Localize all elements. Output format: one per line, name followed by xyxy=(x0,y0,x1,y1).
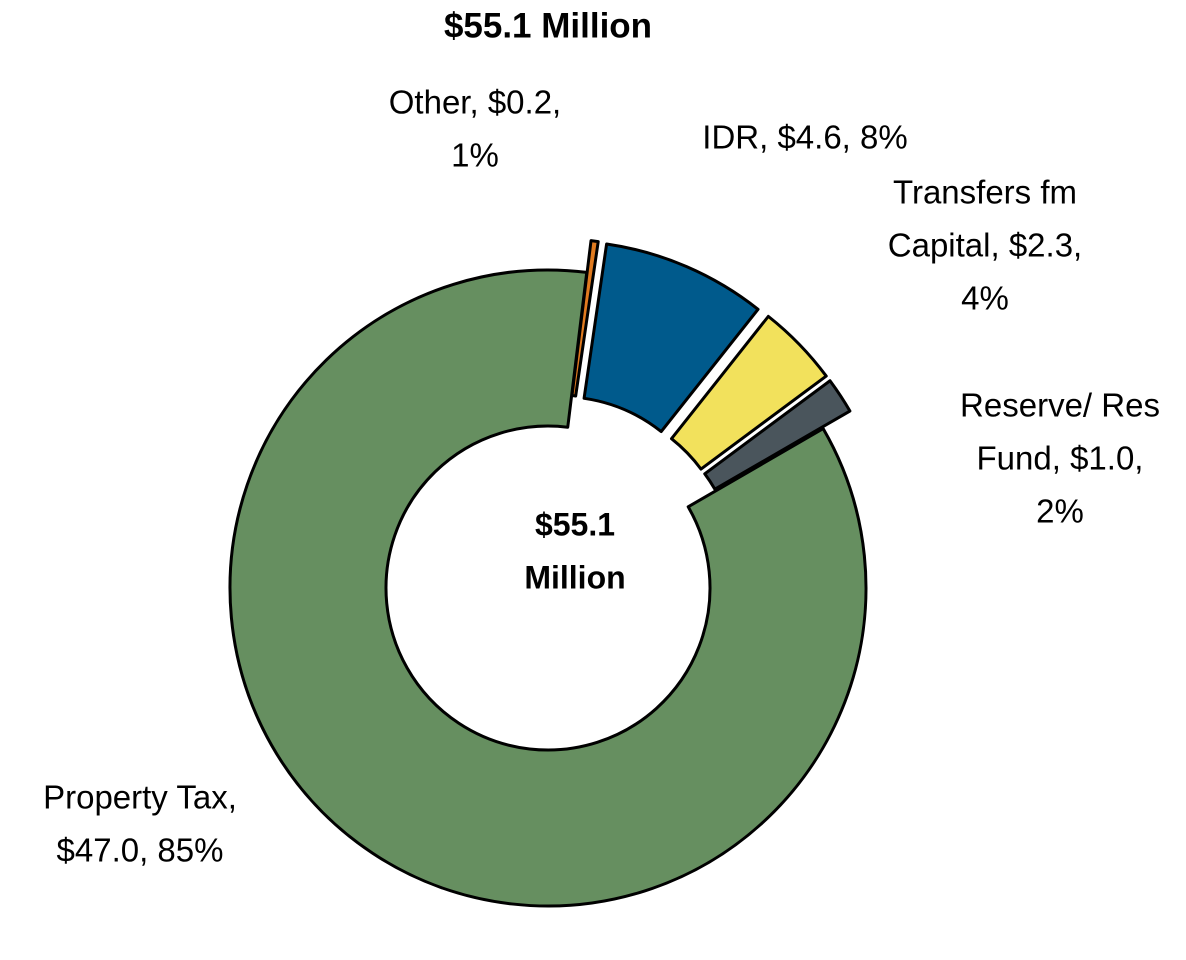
donut-slice xyxy=(703,379,852,491)
center-label: Million xyxy=(524,559,625,595)
data-label: 1% xyxy=(451,137,499,174)
chart-title: $55.1 Million xyxy=(444,6,652,45)
data-label: Fund, $1.0, xyxy=(977,440,1144,477)
data-label: 2% xyxy=(1036,493,1084,530)
data-label: Property Tax, xyxy=(43,779,237,816)
center-label: $55.1 xyxy=(535,506,615,542)
donut-slice xyxy=(228,268,868,908)
data-label: Other, $0.2, xyxy=(389,84,561,121)
data-label: Transfers fm xyxy=(893,174,1077,211)
data-label: IDR, $4.6, 8% xyxy=(702,119,907,156)
donut-slice xyxy=(670,314,828,471)
data-label: 4% xyxy=(961,280,1009,317)
data-label: Capital, $2.3, xyxy=(888,227,1082,264)
data-label: Reserve/ Res xyxy=(960,387,1160,424)
donut-slice xyxy=(582,242,760,434)
data-label: $47.0, 85% xyxy=(57,832,224,869)
